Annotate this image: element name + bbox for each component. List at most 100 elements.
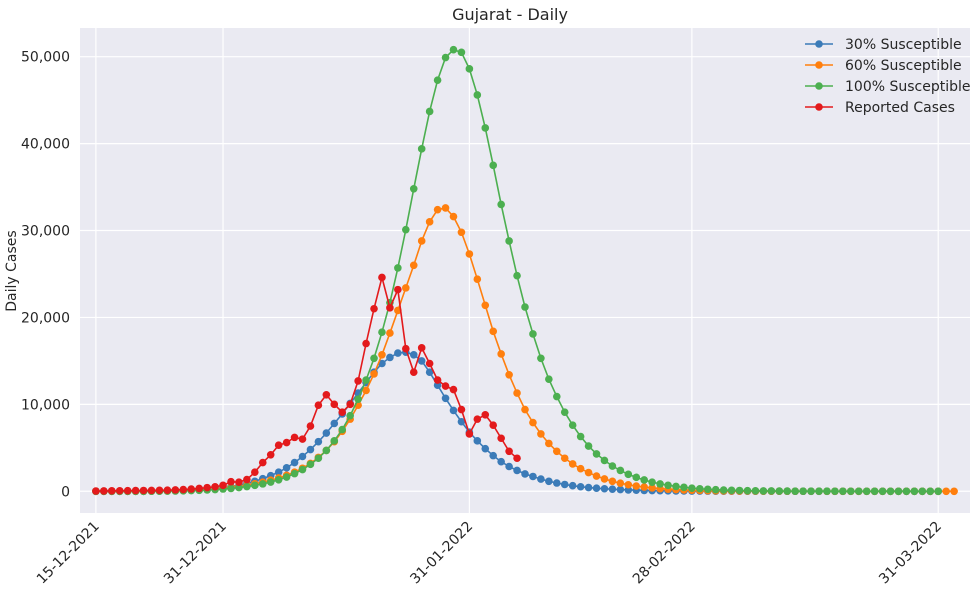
y-tick-label: 50,000	[21, 50, 70, 66]
data-point	[251, 468, 259, 476]
data-point	[306, 445, 315, 454]
data-point	[576, 432, 585, 441]
y-tick-label: 40,000	[21, 137, 70, 153]
data-point	[394, 349, 402, 357]
data-point	[386, 353, 394, 362]
data-point	[735, 486, 744, 495]
data-point	[592, 450, 601, 458]
data-point	[878, 487, 887, 496]
data-point	[306, 460, 315, 469]
data-point	[775, 487, 784, 495]
data-point	[290, 433, 299, 442]
data-point	[497, 434, 505, 443]
data-point	[298, 452, 307, 461]
data-point	[910, 487, 919, 496]
data-point	[251, 481, 259, 490]
data-point	[243, 475, 251, 484]
data-point	[370, 354, 378, 363]
data-point	[274, 441, 283, 450]
data-point	[290, 469, 299, 478]
y-tick-label: 10,000	[21, 397, 70, 413]
data-point	[433, 76, 442, 84]
data-point	[815, 487, 823, 496]
data-point	[187, 485, 196, 493]
data-point	[696, 484, 704, 493]
data-point	[362, 376, 370, 384]
data-point	[918, 487, 927, 496]
data-point	[545, 439, 553, 448]
data-point	[107, 487, 116, 495]
data-point	[545, 375, 553, 383]
data-point	[576, 482, 585, 491]
data-point	[409, 261, 418, 270]
data-point	[425, 368, 434, 376]
data-point	[656, 480, 664, 488]
data-point	[433, 381, 442, 390]
data-point	[489, 327, 498, 336]
legend-item: 30% Susceptible	[805, 37, 962, 53]
data-point	[854, 487, 863, 496]
data-point	[505, 462, 513, 471]
data-point	[481, 124, 490, 132]
data-point	[449, 406, 458, 415]
data-point	[648, 478, 656, 486]
data-point	[394, 285, 402, 294]
data-point	[552, 392, 561, 401]
data-point	[123, 486, 132, 495]
data-point	[266, 478, 275, 486]
legend-item: 60% Susceptible	[805, 58, 962, 74]
data-point	[274, 468, 283, 476]
legend-marker	[815, 82, 823, 90]
data-point	[266, 450, 275, 459]
data-point	[529, 330, 537, 338]
data-point	[950, 487, 958, 496]
y-tick-label: 30,000	[21, 224, 70, 240]
data-point	[378, 328, 386, 337]
data-point	[100, 487, 108, 495]
legend: 30% Susceptible 60% Susceptible 100% Susce…	[805, 37, 971, 116]
data-point	[417, 357, 426, 365]
series-layer	[92, 45, 958, 496]
data-point	[600, 456, 609, 465]
data-point	[831, 487, 839, 496]
data-point	[489, 421, 498, 430]
data-point	[537, 475, 545, 483]
y-tick-label: 0	[61, 484, 70, 500]
data-point	[529, 418, 537, 427]
data-point	[648, 484, 656, 492]
data-point	[600, 484, 609, 493]
data-point	[282, 473, 291, 481]
data-point	[441, 204, 450, 212]
data-point	[767, 487, 776, 495]
data-point	[521, 405, 529, 414]
data-point	[378, 359, 386, 368]
data-point	[330, 419, 339, 428]
data-point	[92, 487, 100, 495]
data-point	[465, 430, 474, 438]
data-point	[783, 487, 792, 495]
data-point	[576, 464, 585, 473]
data-point	[886, 487, 895, 496]
legend-label: Reported Cases	[845, 100, 955, 116]
data-point	[425, 107, 434, 116]
legend-item: 100% Susceptible	[805, 79, 971, 95]
legend-marker	[815, 61, 823, 69]
data-point	[608, 485, 617, 493]
legend-marker	[815, 40, 823, 48]
data-point	[346, 411, 354, 420]
data-point	[378, 351, 386, 359]
data-point	[402, 225, 410, 234]
data-point	[314, 401, 323, 410]
data-point	[402, 284, 410, 292]
data-point	[807, 487, 815, 495]
data-point	[282, 438, 291, 447]
data-point	[584, 468, 593, 477]
data-point	[521, 470, 529, 478]
data-point	[791, 487, 799, 495]
data-point	[608, 462, 617, 470]
data-point	[624, 470, 633, 479]
data-point	[425, 359, 434, 368]
data-point	[306, 422, 315, 430]
data-point	[489, 161, 498, 170]
data-point	[258, 458, 267, 467]
